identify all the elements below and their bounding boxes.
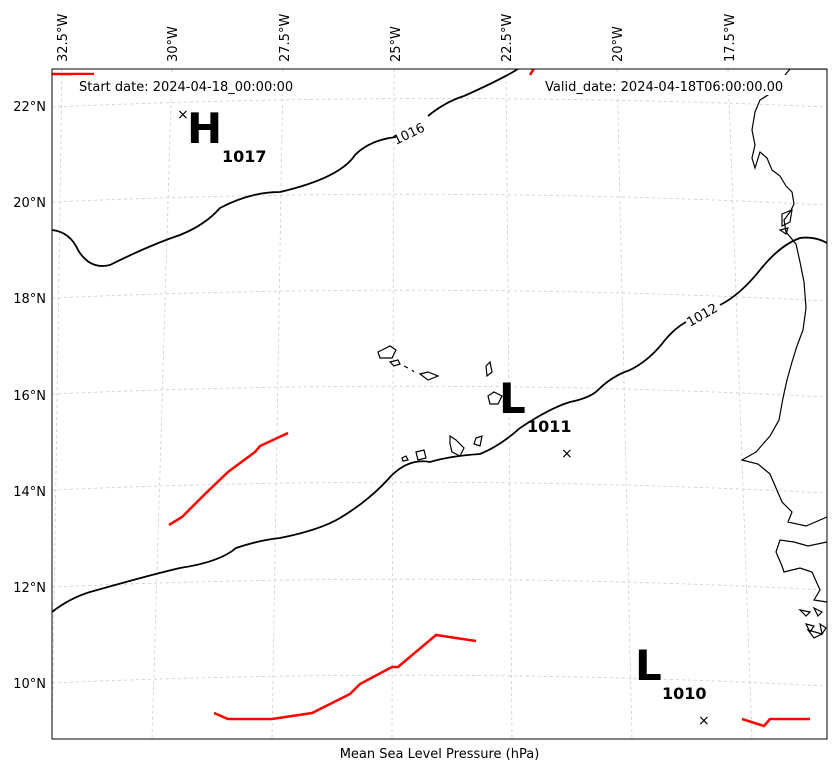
cape-verde-fogo [415, 449, 427, 461]
lon-label: 20°W [611, 26, 626, 62]
cape-verde-santo-antao [377, 345, 397, 359]
front-top-center [528, 69, 536, 76]
center-marker-x: × [561, 446, 573, 462]
parallel-14n [52, 481, 827, 494]
valid-date-text: Valid_date: 2024-04-18T06:00:00.00 [545, 80, 783, 95]
bissau-islands [798, 606, 827, 639]
meridian-27-5w [271, 69, 284, 739]
cape-verde-sao-vicente [388, 359, 401, 367]
front-south [213, 633, 477, 721]
parallel-18n [52, 289, 827, 302]
parallel-10n [52, 674, 827, 687]
pressure-center-low-2: L 1010 × [635, 641, 710, 729]
pressure-center-high: × H 1017 [177, 104, 267, 166]
meridian-22-5w [505, 69, 513, 739]
valid-date-bg [539, 75, 807, 95]
low-value: 1010 [662, 684, 707, 703]
cape-verde-santiago [449, 434, 465, 457]
map-frame [51, 68, 828, 740]
meridian-25w [391, 69, 395, 739]
lat-label: 22°N [13, 100, 46, 115]
front-southeast [741, 717, 810, 728]
lon-label: 32.5°W [56, 14, 71, 62]
lat-label: 16°N [13, 389, 46, 404]
africa-coast-north [740, 69, 827, 527]
lat-label: 14°N [13, 485, 46, 500]
center-marker-x: × [698, 713, 710, 729]
meridian-30w [151, 69, 173, 739]
cape-verde-sao-nicolau [418, 371, 440, 381]
lat-label: 18°N [13, 292, 46, 307]
coastlines [377, 69, 827, 639]
map-caption: Mean Sea Level Pressure (hPa) [339, 747, 540, 762]
parallel-12n [52, 578, 827, 591]
isobar-1012 [52, 236, 827, 613]
cape-verde-santa-luzia [403, 365, 415, 373]
center-marker-x: × [177, 107, 189, 123]
lon-label: 22.5°W [500, 14, 515, 62]
lon-label: 27.5°W [278, 14, 293, 62]
high-letter: H [187, 104, 222, 153]
high-value: 1017 [222, 147, 267, 166]
contour-label-1016: 1016 [391, 121, 427, 149]
meridian-17-5w [727, 69, 753, 739]
parallel-20n [52, 193, 827, 206]
lon-label: 25°W [389, 26, 404, 62]
isobar-1016 [52, 69, 519, 267]
latitude-labels: 22°N 20°N 18°N 16°N 14°N 12°N 10°N [13, 100, 46, 692]
low-letter: L [499, 374, 526, 423]
front-west [168, 431, 289, 527]
start-date-bg [72, 75, 316, 95]
fronts [52, 69, 810, 728]
lat-label: 20°N [13, 196, 46, 211]
start-date-text: Start date: 2024-04-18_00:00:00 [79, 80, 293, 95]
meridian-32-5w [52, 69, 63, 739]
meridian-20w [616, 69, 633, 739]
longitude-labels: 32.5°W 30°W 27.5°W 25°W 22.5°W 20°W 17.5… [56, 14, 738, 62]
low-value: 1011 [527, 417, 572, 436]
cape-verde-boa-vista [487, 391, 503, 405]
pressure-center-low-1: L 1011 × [499, 374, 573, 462]
west-sahara-islets [778, 209, 793, 235]
low-letter: L [635, 641, 662, 690]
cape-verde-brava [401, 455, 409, 462]
lon-label: 17.5°W [723, 14, 738, 62]
cape-verde-maio [473, 435, 483, 447]
parallel-22n [52, 98, 827, 108]
contour-label-1012: 1012 [685, 301, 721, 331]
lat-label: 10°N [13, 677, 46, 692]
isobars [52, 69, 827, 613]
parallel-16n [52, 385, 827, 398]
graticule [52, 69, 827, 739]
cape-verde-sal [485, 360, 493, 378]
lat-label: 12°N [13, 581, 46, 596]
lon-label: 30°W [166, 26, 181, 62]
africa-coast-south [775, 539, 827, 603]
